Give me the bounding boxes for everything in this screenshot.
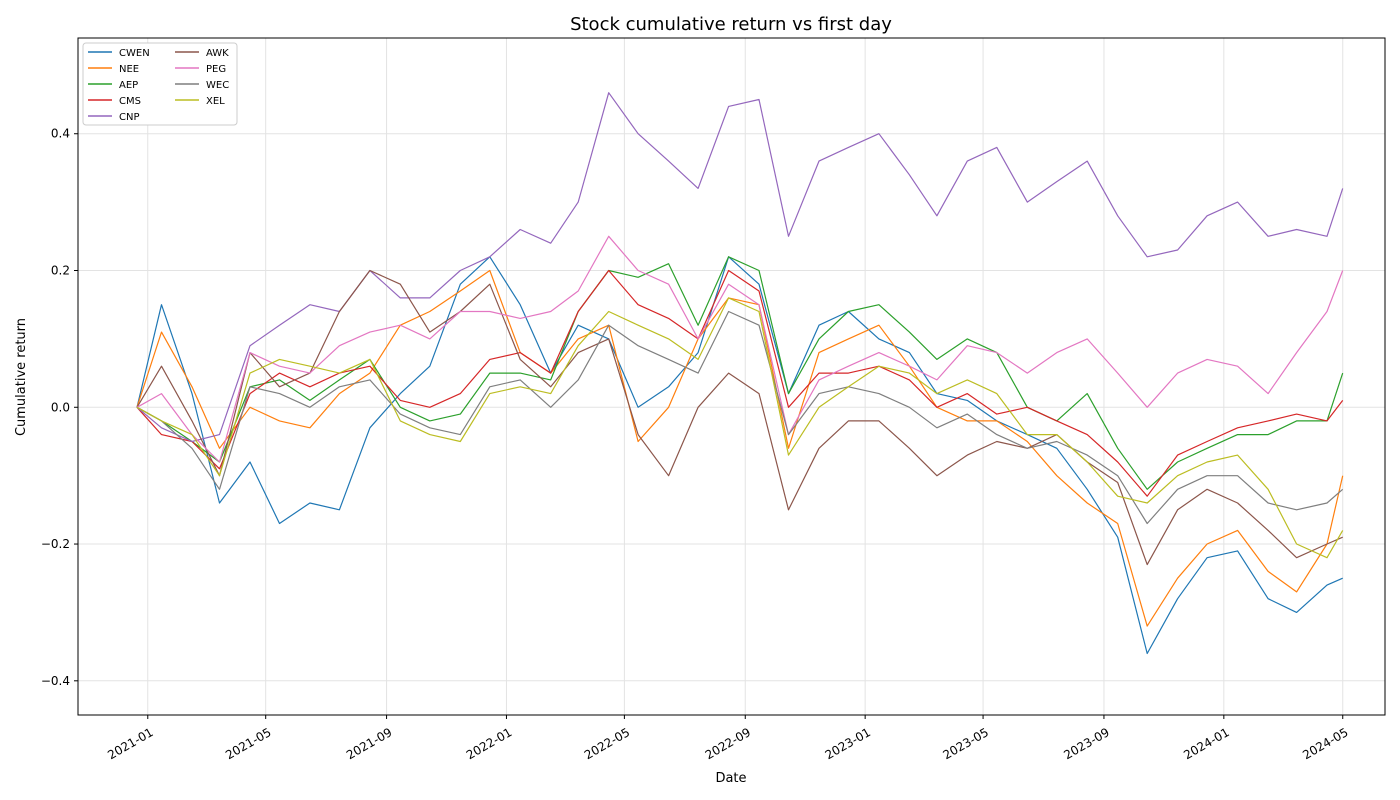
legend: CWEN NEE AEP CMS CNP AWK PEG WEC XEL bbox=[82, 42, 238, 126]
series-line-cnp bbox=[136, 92, 1344, 443]
x-axis-label: Date bbox=[715, 771, 746, 786]
series-line-peg bbox=[136, 235, 1344, 463]
y-tick-label: 0.4 bbox=[51, 127, 70, 141]
legend-box bbox=[82, 42, 238, 126]
series-lines bbox=[136, 92, 1344, 655]
legend-label-cwen: CWEN bbox=[119, 48, 150, 59]
series-line-cwen bbox=[136, 256, 1343, 655]
legend-label-cnp: CNP bbox=[119, 112, 140, 123]
legend-label-xel: XEL bbox=[206, 96, 225, 107]
series-line-nee bbox=[136, 269, 1344, 627]
legend-label-awk: AWK bbox=[206, 48, 229, 59]
legend-label-cms: CMS bbox=[119, 96, 141, 107]
y-axis: −0.4 −0.2 0.0 0.2 0.4 bbox=[41, 127, 78, 688]
plot-frame bbox=[77, 37, 1386, 716]
legend-label-peg: PEG bbox=[206, 64, 226, 75]
series-line-cms bbox=[136, 269, 1344, 497]
y-tick-label: −0.2 bbox=[41, 537, 70, 551]
y-tick-label: −0.4 bbox=[41, 674, 70, 688]
y-tick-label: 0.0 bbox=[51, 400, 70, 414]
legend-label-wec: WEC bbox=[206, 80, 229, 91]
y-tick-label: 0.2 bbox=[51, 264, 70, 278]
series-line-aep bbox=[136, 256, 1344, 490]
series-line-awk bbox=[136, 269, 1343, 566]
series-line-wec bbox=[136, 310, 1344, 525]
y-axis-label: Cumulative return bbox=[14, 318, 29, 436]
legend-label-aep: AEP bbox=[119, 80, 138, 91]
chart-title: Stock cumulative return vs first day bbox=[570, 14, 892, 35]
legend-label-nee: NEE bbox=[119, 64, 139, 75]
series-line-xel bbox=[136, 297, 1344, 559]
